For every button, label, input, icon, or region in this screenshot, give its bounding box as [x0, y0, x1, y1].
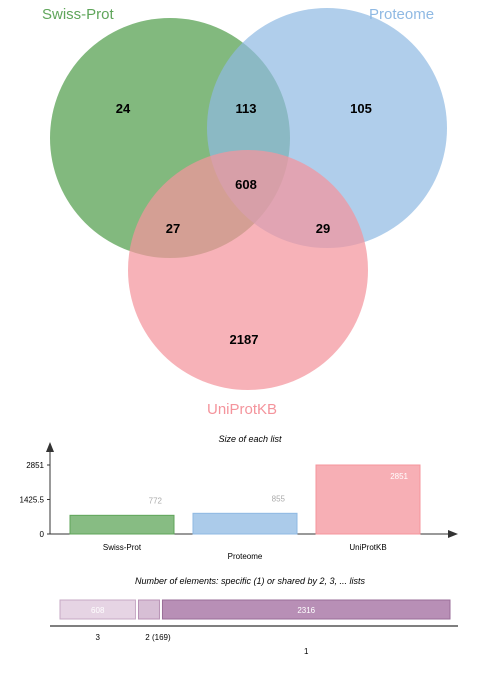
chart1-x-arrow [448, 530, 458, 538]
chart2-axis-label: 1 [304, 647, 309, 656]
region-proteome-uniprot: 29 [316, 221, 330, 236]
label-uniprotkb: UniProtKB [207, 401, 277, 418]
region-uniprot-only: 2187 [230, 332, 259, 347]
chart2-segment [161, 599, 451, 620]
chart2-axis-label: 3 [96, 633, 101, 642]
circle-uniprotkb [128, 150, 368, 390]
chart1-y-arrow [46, 442, 54, 452]
region-swiss-proteome: 113 [236, 101, 257, 116]
chart1-bar [192, 512, 298, 535]
chart2-segment [59, 599, 136, 620]
chart1-value-label: 855 [272, 494, 286, 503]
chart2-plot: 608 3 2 (169) 2316 1 [50, 599, 458, 656]
region-proteome-only: 105 [350, 101, 372, 116]
chart1-bar [69, 514, 175, 535]
chart1-plot: 0 1425.5 2851 772 Swiss-Prot 855 Proteome 2851 U… [20, 442, 458, 561]
chart1-value-label: 772 [149, 496, 163, 505]
chart1-y-tick-label: 2851 [26, 461, 44, 470]
chart1-bar [315, 464, 421, 535]
chart1-category-label: Proteome [228, 552, 263, 561]
label-swiss-prot: Swiss-Prot [42, 6, 115, 23]
chart1-y-tick-label: 0 [40, 530, 45, 539]
chart1-category-label: UniProtKB [349, 543, 386, 552]
chart1-value-label: 2851 [390, 472, 408, 481]
region-swiss-only: 24 [116, 101, 131, 116]
region-swiss-uniprot: 27 [166, 221, 180, 236]
chart2-segment-label: 2316 [297, 606, 315, 615]
label-proteome: Proteome [369, 6, 434, 23]
region-all-three: 608 [235, 177, 257, 192]
chart1-y-tick-label: 1425.5 [20, 496, 45, 505]
chart2-title: Number of elements: specific (1) or shar… [135, 576, 366, 586]
chart1-category-label: Swiss-Prot [103, 543, 142, 552]
chart2-segment-label: 608 [91, 606, 105, 615]
chart2-axis-label: 2 (169) [145, 633, 171, 642]
chart2-segment [137, 599, 160, 620]
chart1-title: Size of each list [218, 434, 282, 444]
